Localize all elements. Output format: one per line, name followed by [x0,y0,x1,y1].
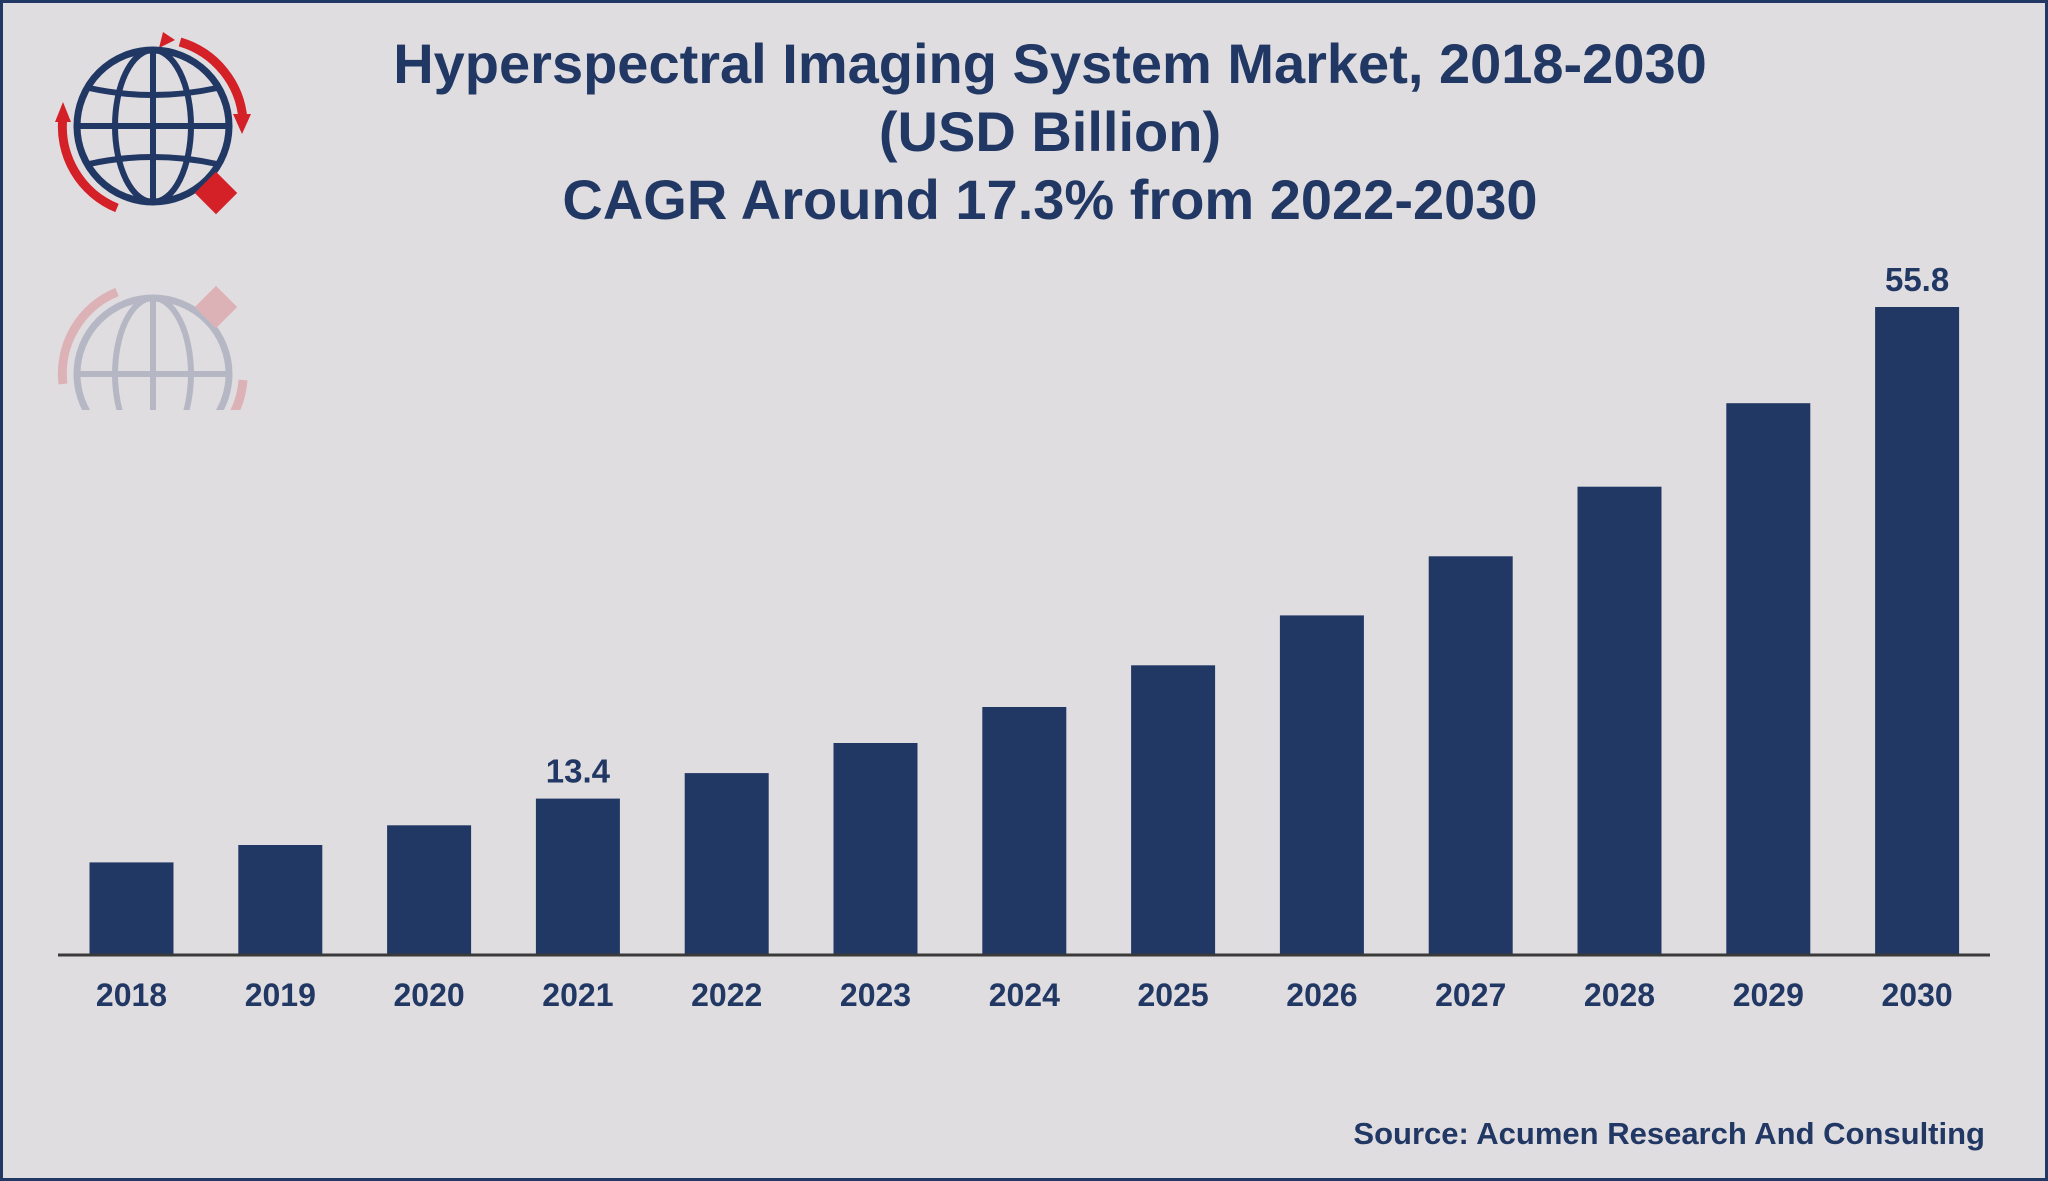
bar-2019 [238,845,323,954]
x-tick-label-2019: 2019 [245,977,316,1013]
bar-2028 [1577,486,1662,954]
globe-with-arrows-icon [55,30,255,230]
bar-2020 [387,825,472,954]
bar-2026 [1279,615,1364,954]
x-tick-label-2027: 2027 [1435,977,1506,1013]
x-tick-label-2028: 2028 [1584,977,1655,1013]
chart-title: Hyperspectral Imaging System Market, 201… [300,30,1800,234]
logo-reflection [55,270,255,410]
x-tick-label-2021: 2021 [542,977,613,1013]
bar-2025 [1131,665,1216,954]
x-tick-label-2022: 2022 [691,977,762,1013]
x-tick-label-2029: 2029 [1733,977,1804,1013]
source-note: Source: Acumen Research And Consulting [1353,1116,1985,1151]
x-tick-label-2026: 2026 [1286,977,1357,1013]
title-line-1: Hyperspectral Imaging System Market, 201… [393,32,1707,95]
bar-2023 [833,743,918,954]
title-line-3: CAGR Around 17.3% from 2022-2030 [562,168,1538,231]
bar-2029 [1726,403,1811,954]
x-tick-label-2018: 2018 [96,977,167,1013]
x-tick-label-2023: 2023 [840,977,911,1013]
data-label-2021: 13.4 [546,753,611,790]
bar-2024 [982,707,1067,954]
bar-2021 [535,798,620,954]
x-tick-label-2030: 2030 [1882,977,1953,1013]
bar-2018 [89,862,174,954]
x-tick-label-2020: 2020 [394,977,465,1013]
title-line-2: (USD Billion) [878,100,1222,163]
bar-2027 [1428,556,1513,954]
data-label-2030: 55.8 [1885,261,1949,298]
x-tick-label-2025: 2025 [1138,977,1209,1013]
x-tick-label-2024: 2024 [989,977,1060,1013]
bar-2022 [684,773,769,954]
bar-2030 [1875,307,1960,954]
